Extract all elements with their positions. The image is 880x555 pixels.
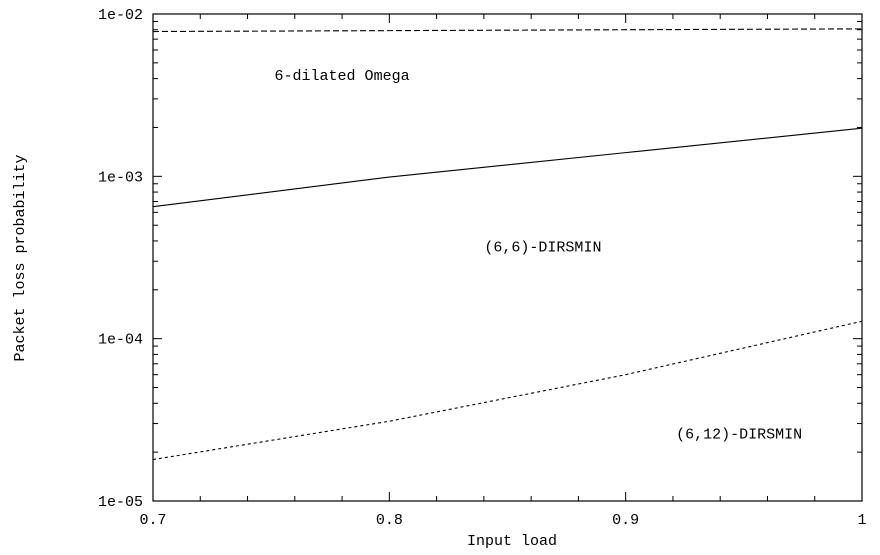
series-annotation-1: 6-dilated Omega <box>275 68 410 85</box>
series-line-3 <box>152 320 863 461</box>
y-tick-label: 1e-04 <box>98 332 143 349</box>
y-tick-label: 1e-02 <box>98 7 143 24</box>
series-line-1 <box>152 28 863 33</box>
x-axis-title: Input load <box>467 533 557 550</box>
x-tick-label: 0.8 <box>376 512 403 529</box>
series-line-2 <box>152 127 863 208</box>
x-tick-label: 1 <box>857 512 866 529</box>
annotation-layer: 6-dilated Omega (6,6)-DIRSMIN (6,12)-DIRSM… <box>275 68 803 443</box>
x-tick-label: 0.9 <box>612 512 639 529</box>
y-axis-title: Packet loss probability <box>12 154 29 361</box>
series-annotation-2: (6,6)-DIRSMIN <box>484 239 601 256</box>
x-tick-label: 0.7 <box>139 512 166 529</box>
series-annotation-3: (6,12)-DIRSMIN <box>676 427 802 444</box>
y-tick-label: 1e-05 <box>98 494 143 511</box>
axes-layer: 0.7 0.8 0.9 1 1e-05 1e-04 1e-03 1e-02 <box>98 7 867 529</box>
plot-frame <box>152 13 863 502</box>
y-tick-label: 1e-03 <box>98 169 143 186</box>
series-layer <box>152 28 863 461</box>
